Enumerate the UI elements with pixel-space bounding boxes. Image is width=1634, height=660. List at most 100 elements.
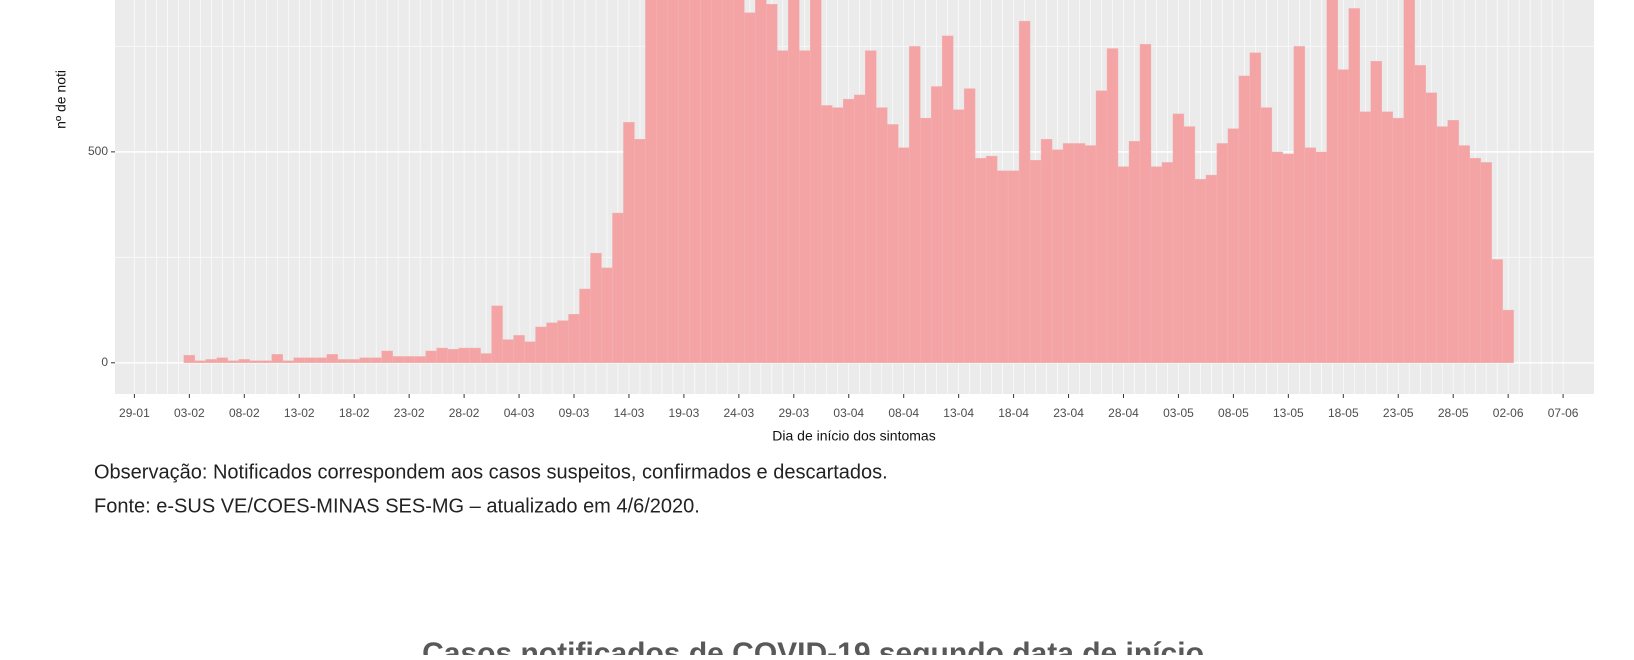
bar <box>612 212 624 363</box>
bar <box>1414 65 1426 363</box>
bar <box>1073 143 1086 363</box>
note: Observação: Notificados correspondem aos… <box>94 461 888 483</box>
bar <box>436 347 448 363</box>
x-tick-label: 08-05 <box>1218 406 1249 420</box>
bar <box>282 360 294 363</box>
bar <box>1469 157 1481 363</box>
bar <box>1282 153 1295 363</box>
bar <box>337 359 349 363</box>
bar <box>1227 128 1240 363</box>
bar <box>271 354 283 363</box>
bar <box>623 122 635 363</box>
bar <box>524 341 536 363</box>
x-tick-label: 03-02 <box>174 406 205 420</box>
bar <box>238 359 250 363</box>
bar <box>579 288 591 363</box>
x-tick-label: 29-03 <box>778 406 809 420</box>
bar <box>1337 69 1349 363</box>
bar <box>711 0 723 363</box>
bar <box>205 359 218 363</box>
bar <box>1359 111 1371 363</box>
bar <box>1084 145 1097 363</box>
bar <box>458 347 470 363</box>
bar <box>1128 141 1141 363</box>
bar <box>491 305 503 363</box>
bar <box>766 4 778 363</box>
bar <box>821 105 833 363</box>
bar <box>887 124 899 363</box>
bar <box>1238 75 1251 363</box>
bar <box>304 357 316 363</box>
bar <box>502 339 514 363</box>
bar <box>1172 113 1185 363</box>
x-tick-label: 19-03 <box>669 406 700 420</box>
x-tick-label: 07-06 <box>1548 406 1579 420</box>
bar <box>799 50 811 363</box>
note: Fonte: e-SUS VE/COES-MINAS SES-MG – atua… <box>94 495 700 517</box>
bar <box>590 252 602 363</box>
bar <box>1117 166 1130 363</box>
bar <box>865 50 877 363</box>
x-tick-label: 28-05 <box>1438 406 1469 420</box>
bar <box>1370 60 1382 363</box>
bar <box>348 359 360 363</box>
bar <box>480 353 492 363</box>
bar <box>403 356 415 363</box>
bar <box>513 335 525 363</box>
bar <box>810 0 822 363</box>
bar <box>447 349 459 363</box>
bar <box>1106 48 1119 363</box>
bar <box>843 98 855 363</box>
bar <box>1183 126 1196 363</box>
bar <box>733 0 745 363</box>
bar <box>1348 8 1360 363</box>
x-tick-label: 13-02 <box>284 406 315 420</box>
bar <box>414 356 426 363</box>
bar <box>392 356 404 363</box>
bar <box>546 322 558 363</box>
bar <box>963 88 976 363</box>
x-tick-label: 23-02 <box>394 406 425 420</box>
bar <box>908 46 921 363</box>
bar <box>1194 179 1207 363</box>
x-tick-label: 18-02 <box>339 406 370 420</box>
x-tick-label: 23-05 <box>1383 406 1414 420</box>
bar <box>996 170 1009 363</box>
bar <box>1007 170 1020 363</box>
bar <box>249 360 261 363</box>
bar <box>359 357 371 363</box>
x-tick-label: 08-02 <box>229 406 260 420</box>
x-tick-label: 28-02 <box>449 406 480 420</box>
bar <box>227 360 240 363</box>
x-tick-label: 18-05 <box>1328 406 1359 420</box>
bar <box>645 0 657 363</box>
bar <box>1271 151 1284 363</box>
bar <box>930 86 943 363</box>
bar <box>315 357 327 363</box>
bar <box>535 326 547 363</box>
bar <box>656 0 668 363</box>
x-tick-label: 23-04 <box>1053 406 1084 420</box>
bar <box>898 147 910 363</box>
bar <box>1040 139 1053 363</box>
bar <box>1491 259 1503 363</box>
bar <box>568 314 580 363</box>
bar <box>601 267 613 363</box>
bar <box>1304 147 1317 363</box>
bar <box>1139 44 1152 363</box>
bar <box>381 350 393 363</box>
bar <box>1029 160 1042 363</box>
bar <box>260 360 272 363</box>
bar <box>1293 46 1306 363</box>
bar <box>1150 166 1163 363</box>
bar <box>1480 162 1492 363</box>
x-tick-label: 02-06 <box>1493 406 1524 420</box>
y-tick-label: 0 <box>101 355 108 369</box>
bar <box>1315 151 1328 363</box>
bar <box>952 109 965 363</box>
bar <box>1051 149 1064 363</box>
y-axis-label: nº de noti <box>53 70 69 129</box>
bar <box>941 35 954 363</box>
bar <box>634 139 646 363</box>
